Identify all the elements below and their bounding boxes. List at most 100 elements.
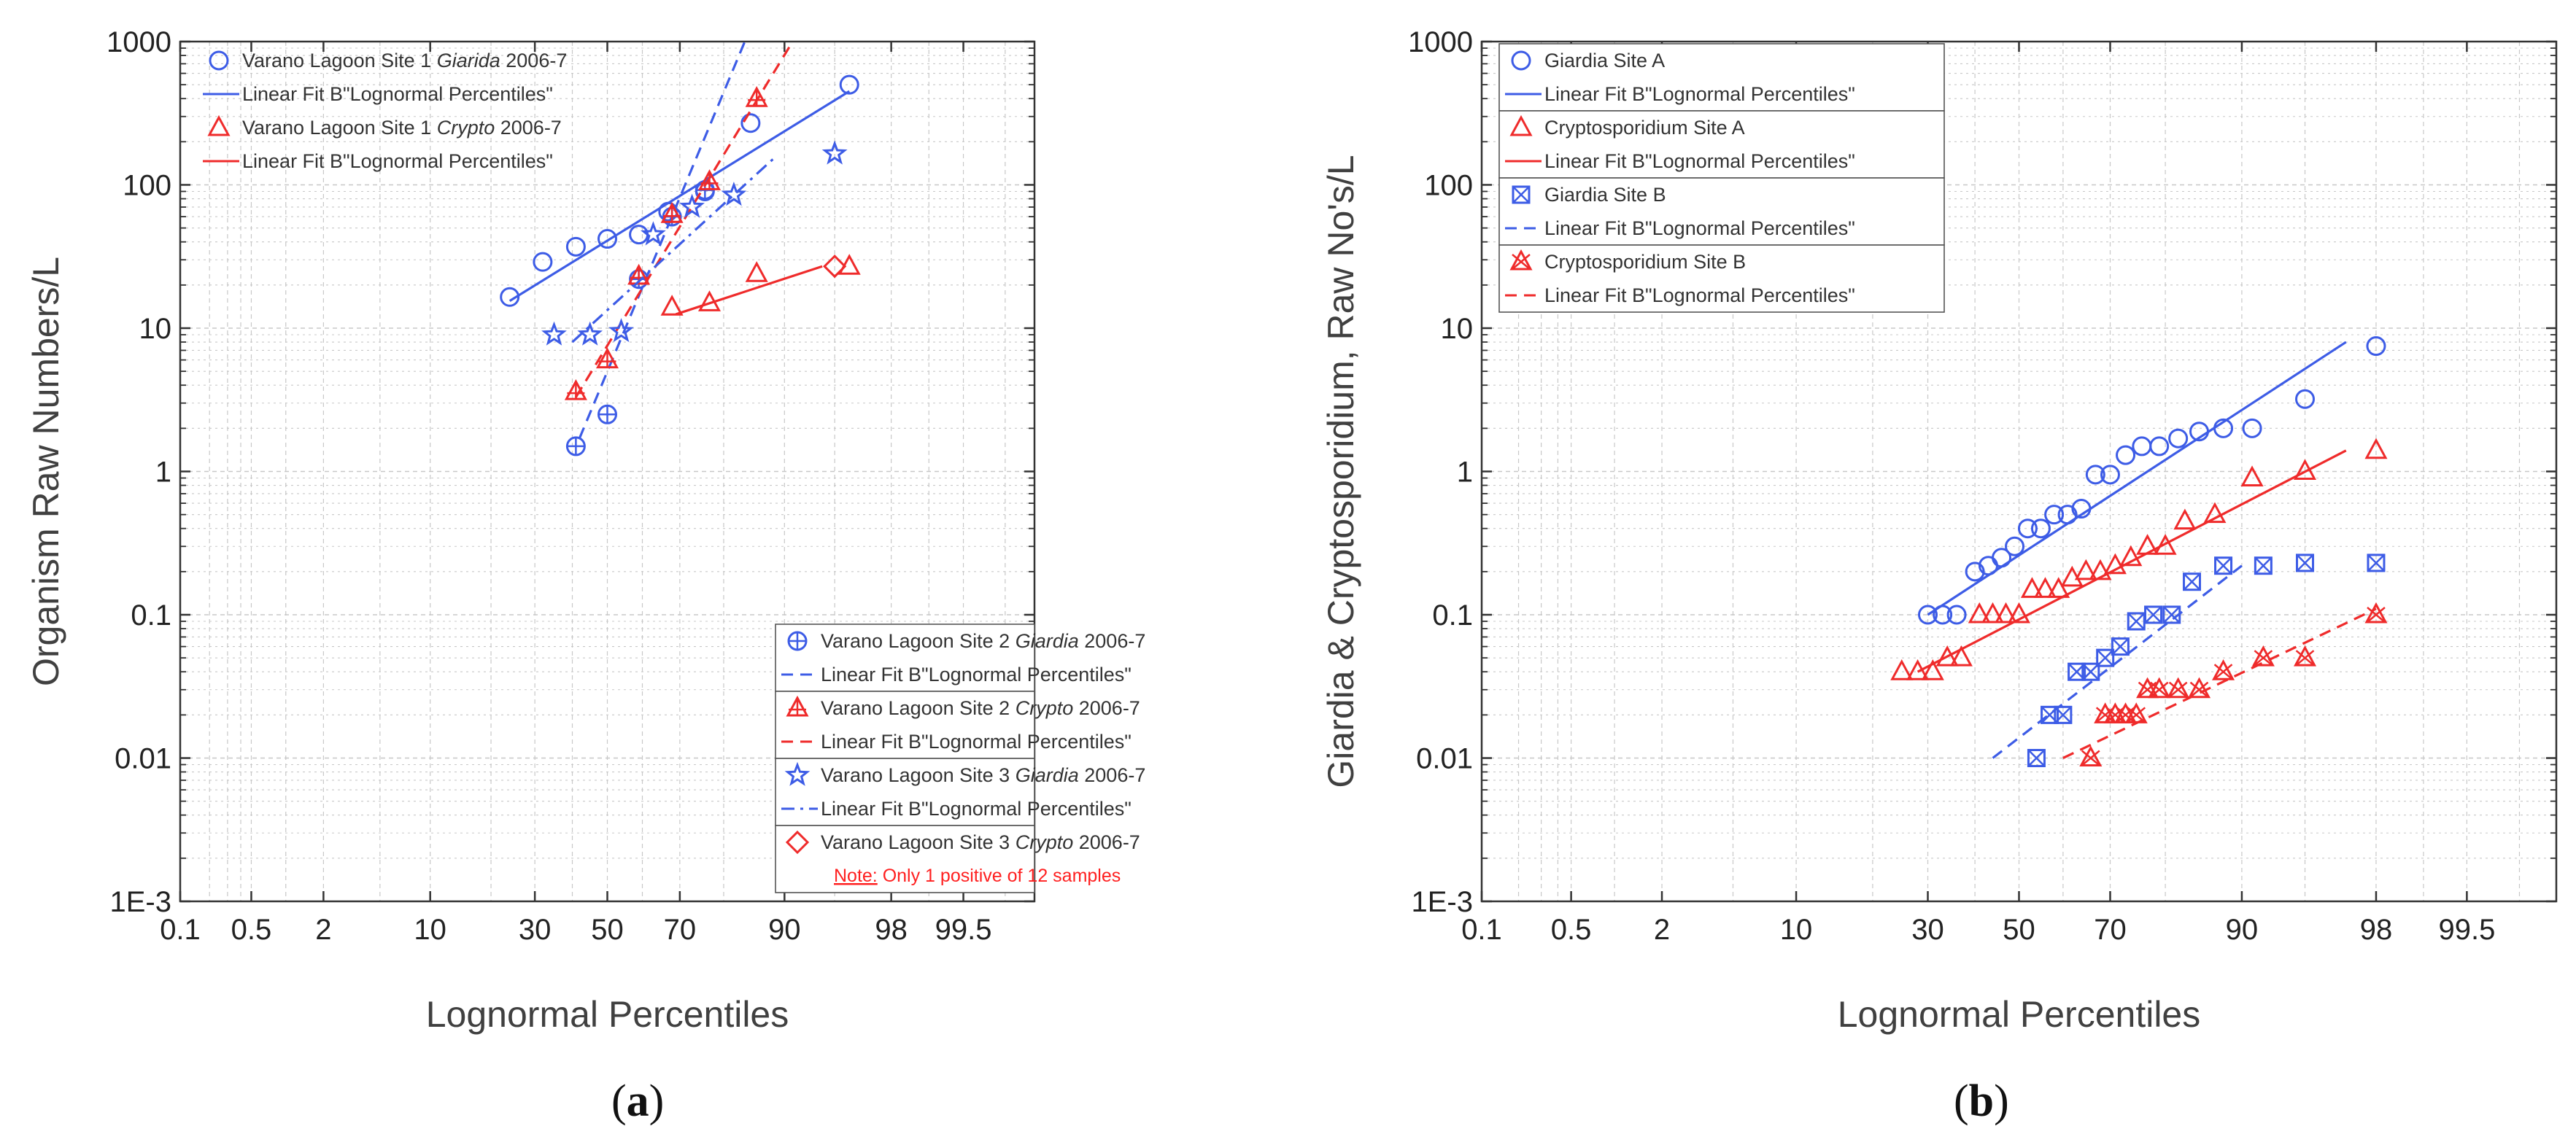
data-point <box>2173 508 2197 530</box>
legend-series-name: Giardia Site B <box>1544 184 1666 206</box>
data-point <box>1992 548 2012 568</box>
y-tick-label: 1 <box>1457 457 1473 489</box>
data-point <box>597 229 617 249</box>
fit-line <box>675 265 823 316</box>
data-point <box>2081 662 2100 681</box>
legend-fit-label: Linear Fit B"Lognormal Percentiles" <box>821 664 1132 685</box>
legend-series-name: Varano Lagoon Site 1 Giarida 2006-7 <box>242 50 567 71</box>
legend-marker <box>787 631 808 651</box>
data-point <box>2030 518 2051 539</box>
data-point <box>740 113 761 133</box>
data-point <box>697 169 722 190</box>
legend-series-name: Varano Lagoon Site 2 Giardia 2006-7 <box>821 630 1145 652</box>
data-point <box>2189 422 2210 442</box>
data-point <box>541 321 567 346</box>
data-point <box>2149 436 2170 457</box>
data-point <box>2017 518 2038 539</box>
data-point <box>2100 465 2120 485</box>
data-point <box>2203 502 2227 524</box>
y-tick-label: 100 <box>123 170 171 202</box>
data-point <box>2162 605 2181 624</box>
legend-fit-label: Linear Fit B"Lognormal Percentiles" <box>1544 284 1855 306</box>
legend-series-name: Cryptosporidium Site B <box>1544 251 1746 273</box>
data-point <box>2054 705 2073 724</box>
data-point <box>1946 605 1967 625</box>
data-point <box>565 236 586 257</box>
legend-fit-label: Linear Fit B"Lognormal Percentiles" <box>1544 83 1855 105</box>
data-point <box>2144 605 2163 624</box>
legend-marker <box>784 761 811 786</box>
legend-fit-label: Linear Fit B"Lognormal Percentiles" <box>1544 150 1855 172</box>
x-tick-label: 10 <box>1780 914 1813 946</box>
data-point <box>1890 659 1914 680</box>
data-point <box>2242 418 2262 438</box>
x-tick-label: 0.5 <box>231 914 272 946</box>
x-tick-label: 0.1 <box>1461 914 1502 946</box>
data-point <box>595 347 619 369</box>
data-point <box>745 261 768 282</box>
panel-label: (a) <box>611 1076 664 1126</box>
legend-marker <box>786 695 809 717</box>
panel-a-data <box>500 41 861 457</box>
legend-fit-label: Linear Fit B"Lognormal Percentiles" <box>821 731 1132 753</box>
fit-line <box>578 41 746 439</box>
x-tick-label: 50 <box>591 914 624 946</box>
y-tick-label: 0.01 <box>115 743 171 775</box>
legend-series-name: Giardia Site A <box>1544 50 1665 71</box>
data-point <box>745 86 768 107</box>
data-point <box>2094 702 2117 723</box>
legend-series-name: Varano Lagoon Site 1 Crypto 2006-7 <box>242 117 562 139</box>
data-point <box>2020 577 2043 598</box>
data-point <box>500 287 520 307</box>
legend-marker <box>207 114 231 136</box>
data-point <box>2089 559 2112 580</box>
data-point <box>2366 336 2386 357</box>
fit-line <box>571 155 778 343</box>
data-point <box>2254 556 2273 575</box>
legend-fit-label: Linear Fit B"Lognormal Percentiles" <box>242 83 553 105</box>
fit-line <box>1916 449 2347 673</box>
legend-series-name: Varano Lagoon Site 3 Giardia 2006-7 <box>821 764 1145 786</box>
data-point <box>1981 602 2005 624</box>
fit-line <box>508 90 851 302</box>
data-point <box>2367 553 2386 572</box>
x-tick-label: 10 <box>414 914 446 946</box>
x-tick-label: 50 <box>2003 914 2035 946</box>
data-point <box>839 74 859 95</box>
data-point <box>2187 677 2211 699</box>
data-point <box>2044 505 2065 525</box>
x-tick-label: 99.5 <box>935 914 992 946</box>
data-point <box>577 321 603 346</box>
x-tick-label: 70 <box>2094 914 2127 946</box>
y-tick-label: 1E-3 <box>1412 886 1474 918</box>
data-point <box>2294 645 2317 667</box>
data-point <box>565 436 586 457</box>
legend-series-name: Varano Lagoon Site 3 Crypto 2006-7 <box>821 831 1140 853</box>
data-point <box>2295 389 2316 409</box>
x-tick-label: 30 <box>1911 914 1944 946</box>
data-point <box>823 255 847 279</box>
data-point <box>533 252 553 272</box>
y-tick-label: 10 <box>1441 313 1474 345</box>
data-point <box>2296 553 2315 572</box>
data-point <box>2111 637 2130 656</box>
panel-b-data <box>1890 336 2388 767</box>
legend-series-name: Varano Lagoon Site 2 Crypto 2006-7 <box>821 697 1140 719</box>
data-point <box>821 140 848 165</box>
data-point <box>2119 545 2143 567</box>
x-tick-label: 2 <box>315 914 331 946</box>
legend-fit-label: Linear Fit B"Lognormal Percentiles" <box>242 150 553 172</box>
data-point <box>2074 559 2097 580</box>
data-point <box>2364 438 2388 459</box>
y-tick-label: 0.01 <box>1416 743 1473 775</box>
data-point <box>2213 418 2234 438</box>
x-tick-label: 70 <box>664 914 697 946</box>
x-tick-label: 0.5 <box>1551 914 1592 946</box>
data-point <box>721 182 747 206</box>
data-point <box>2047 577 2070 598</box>
legend-marker <box>1511 50 1531 71</box>
data-point <box>1965 562 1985 582</box>
y-tick-label: 1E-3 <box>110 886 172 918</box>
data-point <box>2005 536 2025 556</box>
data-point <box>629 225 649 245</box>
